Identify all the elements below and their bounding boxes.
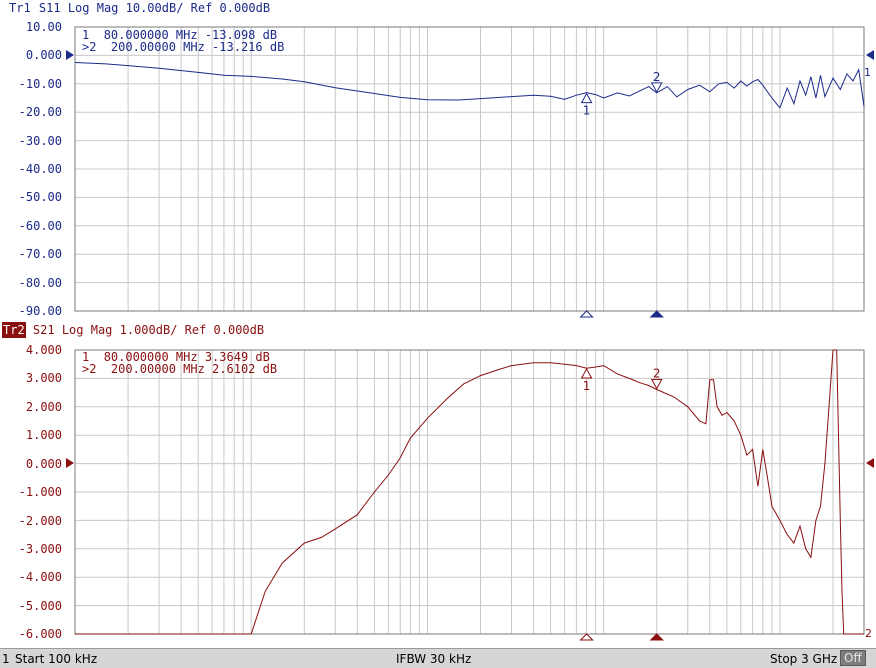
tick-label: -4.000 — [18, 570, 62, 584]
status-bar: 1 Start 100 kHz IFBW 30 kHz Stop 3 GHz O… — [0, 648, 876, 668]
trace2-grid — [75, 350, 864, 634]
trace1-ref-arrow-right[interactable] — [866, 50, 874, 60]
tick-label: -10.00 — [18, 77, 62, 91]
start-frequency[interactable]: Start 100 kHz — [15, 652, 98, 666]
trace1-ref-arrow-left[interactable] — [66, 50, 74, 60]
trace2-ref-arrow-left[interactable] — [66, 458, 74, 468]
tick-label: -1.000 — [18, 485, 62, 499]
trace2-marker-readout-2: >2 200.00000 MHz 2.6102 dB — [82, 362, 278, 376]
trace1-grid — [75, 27, 864, 311]
tick-label: 4.000 — [25, 343, 62, 357]
tick-label: -5.000 — [18, 599, 62, 613]
tick-label: -50.00 — [18, 190, 62, 204]
tick-label: 2.000 — [25, 400, 62, 414]
tick-label: -70.00 — [18, 247, 62, 261]
tick-label: -6.000 — [18, 627, 62, 641]
ifbw-setting[interactable]: IFBW 30 kHz — [396, 652, 472, 666]
tick-label: -40.00 — [18, 162, 62, 176]
tick-label: -90.00 — [18, 304, 62, 318]
trace1-marker-readout-1: 1 80.000000 MHz -13.098 dB — [82, 28, 278, 42]
tick-label: 10.00 — [25, 20, 62, 34]
tick-label: -30.00 — [18, 134, 62, 148]
trace1-right-label: 1 — [864, 66, 871, 79]
trace1-marker-1 — [580, 92, 593, 104]
trace1-marker-readout-2: >2 200.00000 MHz -13.216 dB — [82, 40, 285, 54]
trace2-label[interactable]: Tr2 — [2, 322, 26, 338]
tick-label: -3.000 — [18, 542, 62, 556]
tick-label: 0.000 — [25, 48, 62, 62]
trace1-plot-frame[interactable] — [74, 26, 865, 312]
tick-label: -2.000 — [18, 514, 62, 528]
tick-label: -60.00 — [18, 219, 62, 233]
plots-area[interactable]: 1 2 1 2 — [0, 0, 876, 648]
trace2-marker-label-1: 1 — [583, 379, 591, 393]
trace2-marker-indicator-2 — [649, 633, 664, 641]
trace2-ref-arrow-right[interactable] — [866, 458, 874, 468]
stop-frequency[interactable]: Stop 3 GHz — [770, 652, 838, 666]
trace2-marker-indicator-1 — [579, 633, 594, 641]
trace2-marker-1 — [580, 368, 593, 379]
trace2-header[interactable]: Tr2 S21 Log Mag 1.000dB/ Ref 0.000dB — [0, 322, 264, 338]
trace2-plot-frame[interactable] — [74, 349, 865, 635]
trace2-right-label: 2 — [865, 627, 872, 640]
tick-label: -20.00 — [18, 105, 62, 119]
tick-label: -80.00 — [18, 276, 62, 290]
trace2-marker-readout-1: 1 80.000000 MHz 3.3649 dB — [82, 350, 270, 364]
tick-label: 1.000 — [25, 428, 62, 442]
trace1-marker-indicator-2 — [649, 310, 664, 318]
trace1-marker-label-2: 2 — [653, 70, 661, 84]
trace1-header[interactable]: Tr1 S11 Log Mag 10.00dB/ Ref 0.000dB — [0, 0, 270, 16]
trace1-marker-2 — [650, 82, 663, 93]
trace1-header-text: S11 Log Mag 10.00dB/ Ref 0.000dB — [38, 1, 271, 15]
trace1-marker-label-1: 1 — [583, 104, 591, 118]
trace1-marker-indicator-1 — [579, 310, 594, 318]
tick-label: 0.000 — [25, 457, 62, 471]
channel-number[interactable]: 1 — [2, 652, 10, 666]
tick-label: 3.000 — [25, 371, 62, 385]
trace2-header-text: S21 Log Mag 1.000dB/ Ref 0.000dB — [32, 323, 265, 337]
off-indicator[interactable]: Off — [840, 650, 866, 666]
trace1-label[interactable]: Tr1 — [9, 1, 31, 15]
trace2-marker-2 — [650, 378, 663, 390]
trace2-line — [75, 349, 864, 635]
trace1-line — [74, 62, 865, 109]
trace2-marker-label-2: 2 — [653, 366, 661, 380]
